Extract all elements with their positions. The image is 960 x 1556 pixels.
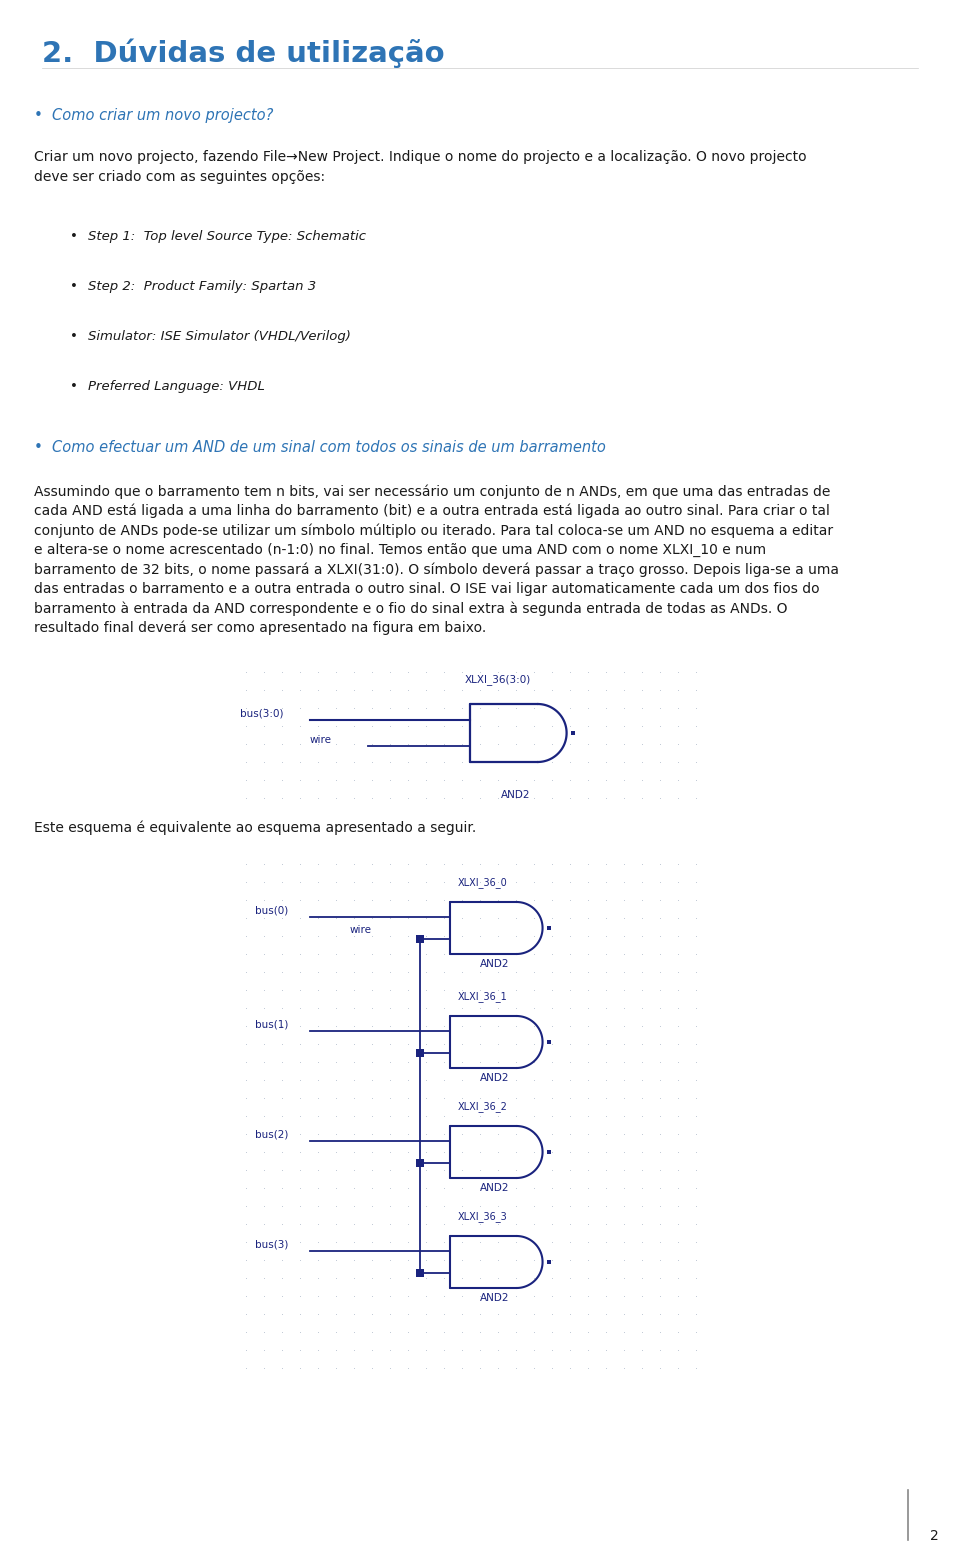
Text: •: • [34,440,43,454]
Text: 2: 2 [930,1530,939,1544]
Text: XLXI_36_2: XLXI_36_2 [458,1102,508,1113]
Text: AND2: AND2 [501,790,530,800]
Text: Criar um novo projecto, fazendo File→New Project. Indique o nome do projecto e a: Criar um novo projecto, fazendo File→New… [34,149,806,184]
Text: XLXI_36_1: XLXI_36_1 [458,991,508,1002]
Text: conjunto de ANDs pode-se utilizar um símbolo múltiplo ou iterado. Para tal coloc: conjunto de ANDs pode-se utilizar um sím… [34,523,833,537]
Text: XLXI_36_0: XLXI_36_0 [458,878,508,888]
Text: bus(3:0): bus(3:0) [240,708,283,719]
Text: e altera-se o nome acrescentado (n-1:0) no final. Temos então que uma AND com o : e altera-se o nome acrescentado (n-1:0) … [34,543,766,557]
Text: •: • [34,107,43,123]
Text: XLXI_36_3: XLXI_36_3 [458,1211,508,1221]
Text: resultado final deverá ser como apresentado na figura em baixo.: resultado final deverá ser como apresent… [34,621,487,635]
Text: bus(2): bus(2) [255,1130,288,1139]
Text: Simulator: ISE Simulator (VHDL/Verilog): Simulator: ISE Simulator (VHDL/Verilog) [88,330,350,342]
Text: 2.  Dúvidas de utilização: 2. Dúvidas de utilização [42,37,444,67]
Text: •: • [70,230,78,243]
Text: cada AND está ligada a uma linha do barramento (bit) e a outra entrada está liga: cada AND está ligada a uma linha do barr… [34,504,829,518]
Text: bus(0): bus(0) [255,906,288,915]
Text: barramento de 32 bits, o nome passará a XLXI(31:0). O símbolo deverá passar a tr: barramento de 32 bits, o nome passará a … [34,562,839,577]
Text: AND2: AND2 [480,1293,510,1302]
Text: Como criar um novo projecto?: Como criar um novo projecto? [52,107,274,123]
Text: AND2: AND2 [480,958,510,969]
Text: Step 1:  Top level Source Type: Schematic: Step 1: Top level Source Type: Schematic [88,230,366,243]
Text: •: • [70,380,78,394]
Text: Preferred Language: VHDL: Preferred Language: VHDL [88,380,265,394]
Text: Step 2:  Product Family: Spartan 3: Step 2: Product Family: Spartan 3 [88,280,316,293]
Text: •: • [70,280,78,293]
Text: Este esquema é equivalente ao esquema apresentado a seguir.: Este esquema é equivalente ao esquema ap… [34,820,476,834]
Text: wire: wire [350,926,372,935]
Text: XLXI_36(3:0): XLXI_36(3:0) [465,674,531,685]
Text: AND2: AND2 [480,1183,510,1193]
Text: bus(3): bus(3) [255,1240,288,1249]
Text: Assumindo que o barramento tem n bits, vai ser necessário um conjunto de n ANDs,: Assumindo que o barramento tem n bits, v… [34,484,830,498]
Text: barramento à entrada da AND correspondente e o fio do sinal extra à segunda entr: barramento à entrada da AND corresponden… [34,601,787,616]
Text: Como efectuar um AND de um sinal com todos os sinais de um barramento: Como efectuar um AND de um sinal com tod… [52,440,606,454]
Text: •: • [70,330,78,342]
Text: bus(1): bus(1) [255,1019,288,1030]
Text: AND2: AND2 [480,1074,510,1083]
Text: wire: wire [310,734,332,745]
Text: das entradas o barramento e a outra entrada o outro sinal. O ISE vai ligar autom: das entradas o barramento e a outra entr… [34,582,820,596]
